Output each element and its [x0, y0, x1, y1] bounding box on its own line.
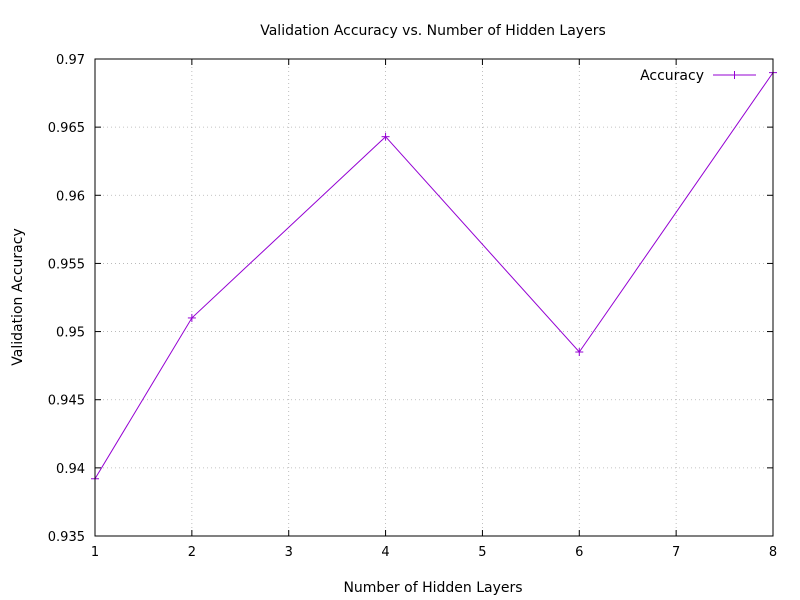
x-tick-label: 2	[188, 545, 196, 560]
y-tick-label: 0.96	[56, 189, 85, 204]
x-tick-label: 4	[381, 545, 389, 560]
data-point	[187, 313, 196, 322]
y-axis-title: Validation Accuracy	[10, 228, 26, 366]
y-tick-label: 0.965	[48, 121, 85, 136]
x-tick-label: 5	[478, 545, 486, 560]
chart-title: Validation Accuracy vs. Number of Hidden…	[260, 23, 606, 39]
y-tick-label: 0.97	[56, 53, 85, 68]
data-point	[575, 348, 584, 357]
y-tick-label: 0.95	[56, 326, 85, 341]
x-tick-label: 8	[769, 545, 777, 560]
series-line	[94, 72, 774, 480]
plot-area-frame	[94, 58, 774, 537]
legend-label: Accuracy	[640, 68, 704, 84]
y-tick-label: 0.955	[48, 257, 85, 272]
y-tick-label: 0.94	[56, 462, 85, 477]
legend-swatch-marker	[730, 71, 739, 79]
x-tick-label: 1	[91, 545, 99, 560]
x-tick-label: 6	[575, 545, 583, 560]
y-tick-label: 0.945	[48, 394, 85, 409]
data-point	[381, 132, 390, 141]
x-axis-title: Number of Hidden Layers	[343, 580, 522, 596]
x-tick-label: 3	[285, 545, 293, 560]
y-tick-label: 0.935	[48, 530, 85, 545]
x-tick-label: 7	[672, 545, 680, 560]
legend: Accuracy	[640, 68, 756, 84]
